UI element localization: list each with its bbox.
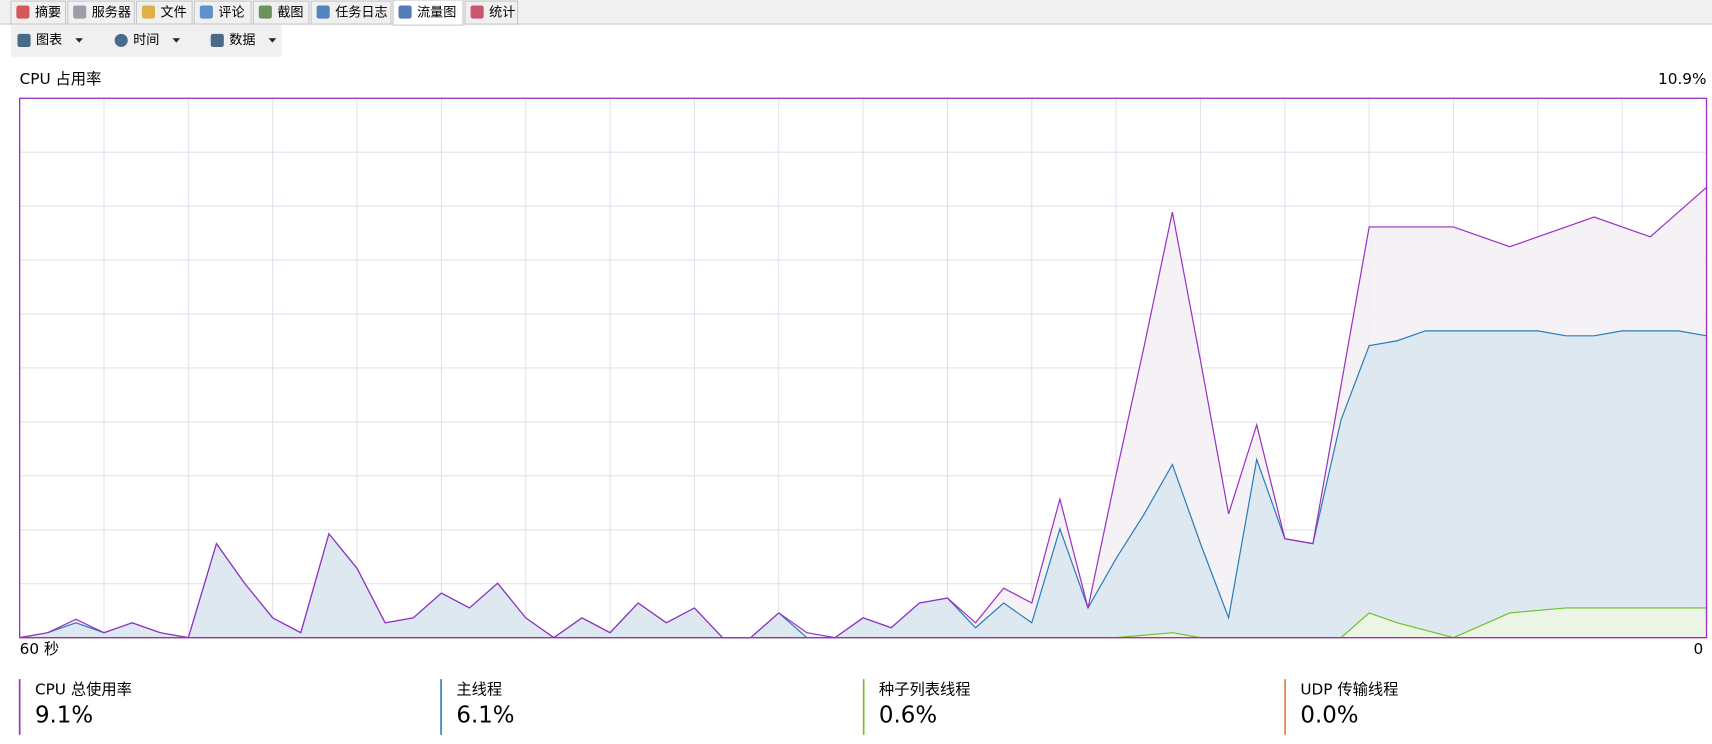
legend-value: 0.0% xyxy=(1300,703,1358,729)
tab-label[interactable]: 文件 xyxy=(161,5,187,21)
tab-label[interactable]: 任务日志 xyxy=(335,5,387,21)
tab-label[interactable]: 统计 xyxy=(489,5,515,21)
tool-icon xyxy=(114,33,128,47)
tab-label[interactable]: 摘要 xyxy=(35,4,61,21)
tab-icon xyxy=(398,5,412,19)
series-line xyxy=(19,186,1707,639)
tab-icon xyxy=(73,5,87,19)
tab-icon xyxy=(258,5,272,19)
tab-label[interactable]: 截图 xyxy=(277,5,303,21)
dropdown-arrow[interactable] xyxy=(172,38,181,43)
tool-label[interactable]: 数据 xyxy=(229,32,255,48)
dropdown-arrow[interactable] xyxy=(75,38,83,43)
tab-icon xyxy=(141,5,156,19)
tab-icon xyxy=(470,5,484,19)
tool-label[interactable]: 时间 xyxy=(133,32,159,48)
legend-label: CPU 总使用率 xyxy=(35,681,132,699)
tool-label[interactable]: 图表 xyxy=(36,32,62,48)
tab-label[interactable]: 评论 xyxy=(218,5,244,21)
legend-label: 种子列表线程 xyxy=(879,681,971,699)
legend-label: 主线程 xyxy=(456,681,502,699)
tool-icon xyxy=(17,33,31,47)
legend-value: 9.1% xyxy=(35,703,93,729)
dropdown-arrow[interactable] xyxy=(268,38,277,43)
tab-label[interactable]: 流量图 xyxy=(417,5,456,21)
chart-title: CPU 占用率 xyxy=(20,70,102,88)
plot-border xyxy=(18,97,1708,639)
tab[interactable] xyxy=(310,0,392,25)
tab-icon xyxy=(199,5,213,19)
tab-label[interactable]: 服务器 xyxy=(92,5,131,21)
tab-icon xyxy=(16,5,30,19)
toolbar xyxy=(10,25,282,57)
tool-icon xyxy=(210,33,224,47)
y-tick-label: 10.9% xyxy=(1658,70,1706,88)
legend-value: 6.1% xyxy=(456,703,514,729)
tab-icon xyxy=(316,5,330,19)
x-tick-label: 0 xyxy=(1694,640,1704,658)
x-tick-label: 60 秒 xyxy=(20,640,60,658)
legend-value: 0.6% xyxy=(879,703,937,729)
legend-label: UDP 传输线程 xyxy=(1300,681,1398,699)
area-fill xyxy=(19,330,1707,638)
